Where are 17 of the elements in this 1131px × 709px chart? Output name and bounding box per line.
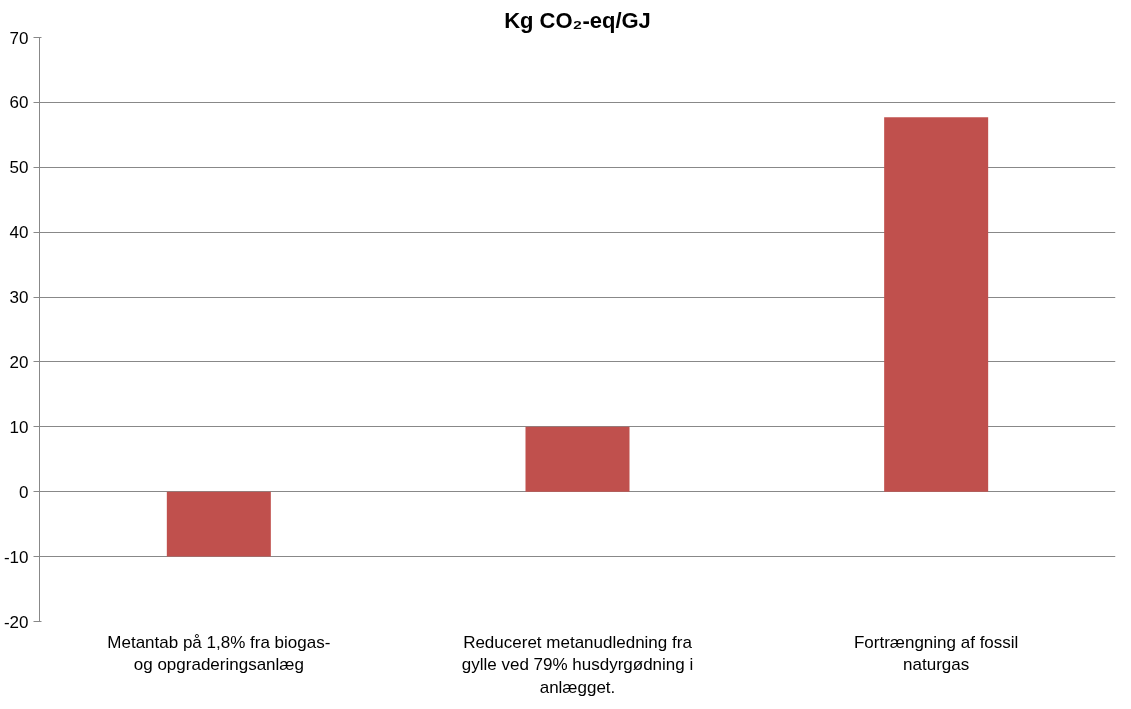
bar <box>166 491 271 557</box>
x-tick-label: Metantab på 1,8% fra biogas- og opgraderingsanlæg <box>107 632 331 675</box>
y-tick-label: 70 <box>9 28 29 48</box>
y-tick-label: 60 <box>9 93 29 113</box>
y-tick-label: 50 <box>9 158 29 178</box>
chart-title: Kg CO₂-eq/GJ <box>504 7 651 33</box>
y-tick-label: -10 <box>3 547 29 567</box>
bar <box>884 117 989 492</box>
y-tick-label: 10 <box>9 417 29 437</box>
y-tick-label: 0 <box>19 482 29 502</box>
y-tick-label: -20 <box>3 612 29 632</box>
y-tick-label: 40 <box>9 223 29 243</box>
y-tick-label: 30 <box>9 288 29 308</box>
x-tick-label: Reduceret metanudledning fra gylle ved 79% husdyrgødning i anlægget. <box>461 632 694 698</box>
x-tick-label: Fortrængning af fossil naturgas <box>853 632 1019 675</box>
y-tick-label: 20 <box>9 352 29 372</box>
bar <box>525 426 630 492</box>
